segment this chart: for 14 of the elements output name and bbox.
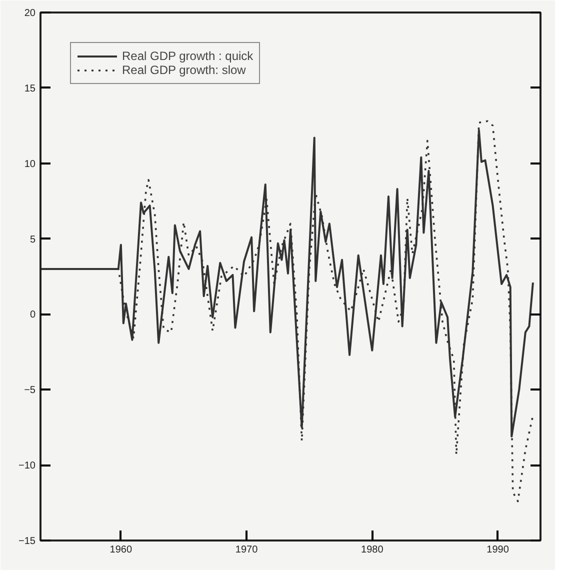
legend-label: Real GDP growth : quick xyxy=(122,49,254,63)
y-tick-label: 20 xyxy=(24,8,36,19)
y-tick-label: 0 xyxy=(30,310,36,321)
y-tick-label: −5 xyxy=(24,385,36,396)
y-tick-label: −15 xyxy=(18,536,36,547)
legend-label: Real GDP growth: slow xyxy=(122,63,246,77)
y-tick-label: 10 xyxy=(24,158,36,170)
x-tick-label: 1960 xyxy=(110,544,132,556)
x-tick-label: 1980 xyxy=(361,544,384,556)
y-tick-label: 5 xyxy=(30,234,36,246)
x-tick-label: 1970 xyxy=(235,544,258,556)
x-tick-label: 1990 xyxy=(486,544,510,556)
y-tick-label: −10 xyxy=(18,460,36,472)
y-tick-label: 15 xyxy=(24,83,36,94)
